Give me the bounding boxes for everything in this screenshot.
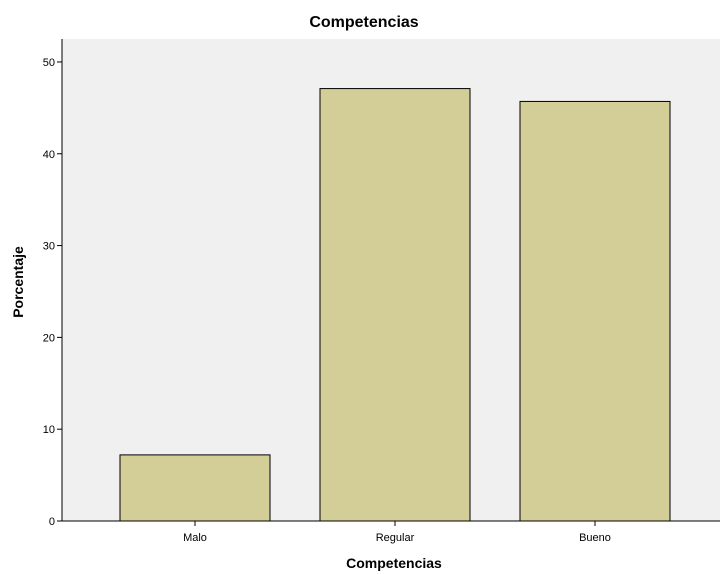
y-tick-label: 20 xyxy=(43,332,55,344)
x-tick-label-malo: Malo xyxy=(183,532,207,544)
y-tick-label: 50 xyxy=(43,57,55,69)
bar-bueno xyxy=(519,100,671,522)
y-axis-title: Porcentaje xyxy=(10,246,26,318)
axes-group xyxy=(61,39,720,522)
y-tick-label: 0 xyxy=(49,516,55,528)
chart-title: Competencias xyxy=(309,14,418,31)
bars-group xyxy=(119,88,671,522)
y-tick-label: 30 xyxy=(43,241,55,253)
x-tick-label-bueno: Bueno xyxy=(579,532,611,544)
x-tick-label-regular: Regular xyxy=(376,532,415,544)
y-tick-label: 40 xyxy=(43,149,55,161)
bar-malo xyxy=(119,454,271,522)
x-axis-title: Competencias xyxy=(346,555,442,571)
x-ticks-group: Malo Regular Bueno xyxy=(183,521,611,544)
bar-regular xyxy=(319,88,471,522)
y-ticks-group: 0 10 20 30 40 50 xyxy=(43,57,62,528)
y-tick-label: 10 xyxy=(43,424,55,436)
